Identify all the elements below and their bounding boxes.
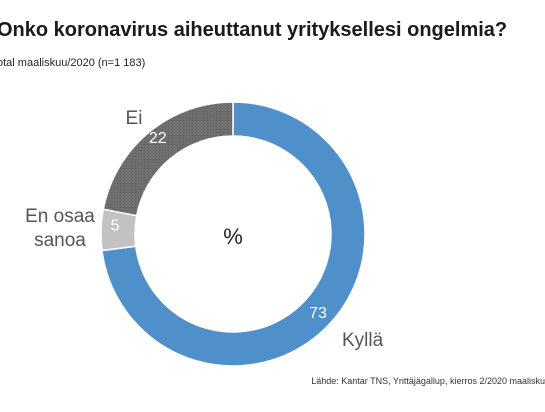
donut-slice-ei — [102, 101, 234, 217]
slice-category-label: En osaa sanoa — [25, 206, 95, 251]
chart-subtitle: otal maaliskuu/2020 (n=1 183) — [0, 57, 146, 69]
slice-value-label: 22 — [149, 130, 167, 147]
donut-slices — [100, 101, 366, 367]
slice-category-label: Ei — [126, 108, 143, 129]
donut-center-label: % — [223, 224, 243, 249]
slice-category-labels: Kyllä En osaa sanoa Ei — [25, 108, 383, 351]
slice-category-label: Kyllä — [342, 330, 384, 351]
slice-value-labels: 73 5 22 — [111, 130, 327, 322]
chart-title: Onko koronavirus aiheuttanut yritykselle… — [0, 19, 508, 41]
slice-value-label: 73 — [309, 305, 327, 322]
source-note: Lähde: Kantar TNS, Yrittäjägallup, kierr… — [311, 376, 545, 386]
slice-value-label: 5 — [111, 217, 120, 234]
donut-slice-kylla — [101, 101, 366, 367]
